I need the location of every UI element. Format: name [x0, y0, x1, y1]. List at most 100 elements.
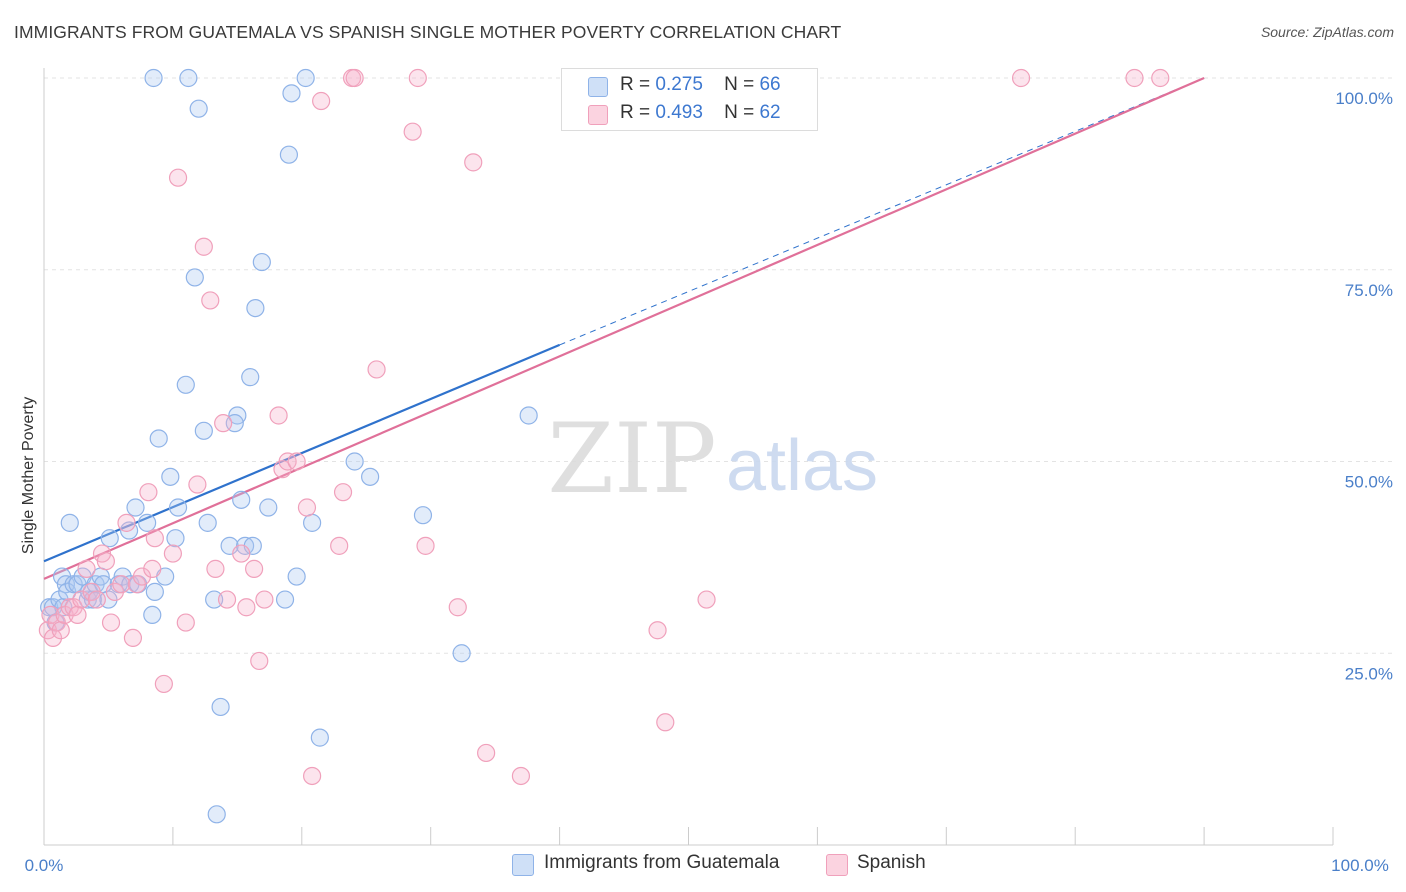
point-spanish [345, 68, 364, 88]
legend-r-label: R = [620, 102, 651, 123]
point-guatemala [345, 452, 364, 471]
point-guatemala [207, 805, 226, 824]
point-spanish [403, 122, 422, 141]
point-guatemala [246, 299, 265, 318]
source-credit: Source: ZipAtlas.com [1260, 24, 1394, 40]
point-spanish [214, 414, 233, 433]
point-spanish [303, 766, 322, 786]
point-spanish [43, 628, 63, 648]
point-spanish [367, 360, 386, 379]
point-guatemala [149, 429, 168, 448]
point-guatemala [361, 467, 380, 486]
point-spanish [143, 559, 162, 578]
y-tick-label: 100.0% [1335, 89, 1393, 108]
point-spanish [416, 536, 435, 555]
point-guatemala [144, 68, 163, 88]
point-guatemala [232, 490, 251, 509]
legend-r-value-guatemala: 0.275 [655, 74, 703, 95]
axes [43, 68, 1334, 846]
point-spanish [188, 475, 207, 494]
point-spanish [68, 605, 87, 625]
x-tick-label-max: 100.0% [1331, 856, 1389, 875]
point-spanish [217, 590, 237, 609]
point-spanish [269, 406, 288, 425]
legend-r-value-spanish: 0.493 [655, 102, 703, 123]
y-axis-label: Single Mother Poverty [20, 397, 37, 554]
point-spanish [101, 613, 121, 632]
point-spanish [697, 590, 716, 609]
watermark-atlas: atlas [726, 426, 878, 506]
point-guatemala [252, 252, 271, 272]
point-spanish [51, 621, 70, 640]
point-spanish [206, 559, 225, 578]
point-spanish [145, 529, 164, 548]
point-spanish [139, 483, 158, 502]
trend-line-guatemala [43, 343, 561, 563]
point-guatemala [60, 513, 79, 532]
point-spanish [117, 513, 136, 532]
legend-r-label: R = [620, 74, 651, 95]
stats-legend: R = 0.275 N = 66 R = 0.493 N = 62 [561, 68, 818, 131]
legend-n-value-guatemala: 66 [759, 74, 781, 95]
point-spanish [333, 483, 353, 502]
point-spanish [77, 559, 96, 578]
point-spanish [408, 68, 427, 88]
point-spanish [656, 713, 675, 732]
trend-line-spanish [43, 76, 1205, 580]
point-spanish [237, 598, 256, 617]
point-spanish [96, 552, 115, 571]
bottom-legend-swatch-spanish [826, 854, 848, 876]
watermark: ZIP atlas [547, 403, 878, 515]
point-spanish [72, 590, 91, 609]
point-guatemala [145, 582, 164, 601]
point-spanish [477, 743, 496, 763]
point-guatemala [279, 145, 299, 164]
point-guatemala [138, 513, 157, 532]
point-guatemala [40, 598, 59, 617]
point-guatemala [296, 68, 315, 88]
point-guatemala [176, 375, 195, 394]
point-guatemala [452, 644, 471, 663]
point-guatemala [166, 529, 185, 548]
point-guatemala [179, 68, 198, 88]
point-spanish [255, 590, 274, 609]
point-spanish [176, 613, 195, 632]
point-guatemala [168, 498, 188, 517]
point-guatemala [310, 728, 329, 747]
point-spanish [168, 168, 188, 187]
point-spanish [132, 567, 152, 586]
point-spanish [87, 590, 106, 609]
y-tick-label: 25.0% [1345, 664, 1393, 683]
point-spanish [297, 498, 317, 517]
axis-labels: 25.0% 50.0% 75.0% 100.0% 0.0% 100.0% Single Mo… [20, 89, 1393, 875]
point-guatemala [519, 406, 538, 425]
legend-row-spanish: R = 0.493 N = 62 [562, 100, 817, 128]
point-spanish [312, 91, 331, 111]
point-guatemala [113, 567, 132, 586]
point-guatemala [198, 513, 217, 532]
point-spanish [511, 766, 531, 786]
point-spanish [464, 153, 483, 172]
point-spanish [123, 628, 143, 648]
point-spanish [112, 575, 131, 594]
point-guatemala [194, 421, 213, 440]
legend-n-label: N = [724, 102, 755, 123]
point-spanish [287, 452, 306, 471]
point-spanish [154, 674, 173, 694]
y-tick-label: 75.0% [1345, 281, 1393, 300]
chart-title: IMMIGRANTS FROM GUATEMALA VS SPANISH SIN… [14, 22, 842, 42]
y-tick-label: 50.0% [1345, 473, 1393, 492]
point-spanish [330, 536, 349, 555]
x-tick-label-min: 0.0% [25, 856, 64, 875]
data-points [38, 68, 1170, 824]
point-guatemala [259, 498, 278, 517]
point-spanish [163, 544, 182, 563]
point-spanish [448, 598, 467, 617]
legend-row-guatemala: R = 0.275 N = 66 [562, 72, 817, 100]
point-guatemala [161, 467, 180, 486]
point-spanish [648, 621, 667, 640]
point-spanish [201, 291, 220, 310]
point-spanish [250, 651, 269, 671]
point-guatemala [303, 513, 322, 532]
trend-lines [43, 76, 1205, 580]
